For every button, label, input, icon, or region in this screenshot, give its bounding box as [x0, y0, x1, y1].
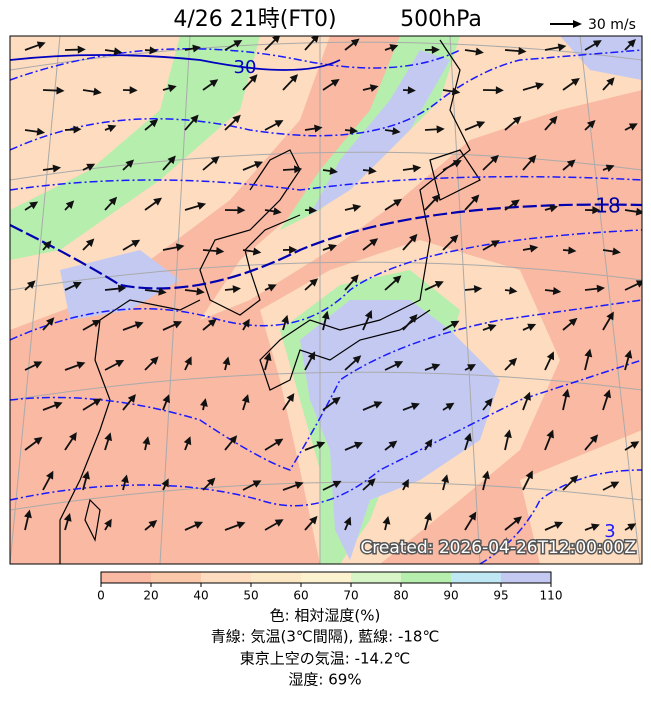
colorbar-label: 110 [540, 589, 563, 603]
colorbar-label: 70 [343, 589, 358, 603]
wind-arrow [643, 85, 648, 90]
colorbar-label: 60 [293, 589, 308, 603]
created-stamp: Created: 2026-04-26T12:00:00Z [360, 538, 636, 558]
wind-arrow [643, 314, 648, 330]
level: 500hPa [400, 7, 482, 32]
wind-arrow [643, 398, 651, 410]
colorbar-label: 40 [193, 589, 208, 603]
colorbar-label: 50 [243, 589, 258, 603]
colorbar-segment [101, 572, 151, 583]
scale-arrow-head [573, 20, 582, 28]
colorbar-label: 20 [143, 589, 158, 603]
colorbar-segment [351, 572, 401, 583]
wind-arrow-head [647, 484, 651, 492]
caption-line: 東京上空の気温: -14.2℃ [240, 650, 410, 668]
wind-arrow [643, 169, 651, 170]
wind-arrow-head [643, 309, 651, 318]
colorbar-label: 90 [443, 589, 458, 603]
caption-line: 湿度: 69% [288, 671, 361, 689]
colorbar-label: 95 [493, 589, 508, 603]
title: 4/26 21時(FT0) [173, 7, 336, 32]
wind-scale: 30 m/s [588, 17, 636, 33]
colorbar: 0 20 40 50 60 70 80 90 95 110 [97, 572, 562, 603]
caption-line: 青線: 気温(3℃間隔), 藍線: -18℃ [211, 628, 440, 646]
colorbar-segment [251, 572, 301, 583]
contour-label: 18 [595, 194, 620, 218]
wind-arrow [643, 487, 651, 490]
colorbar-segment [451, 572, 501, 583]
colorbar-label: 0 [97, 589, 105, 603]
wind-arrow-head [643, 81, 651, 90]
colorbar-segment [301, 572, 351, 583]
colorbar-segment [401, 572, 451, 583]
colorbar-segment [201, 572, 251, 583]
wind-arrow-head [646, 394, 651, 403]
map: 30 18 3 Created: 2026-04-26T12:00:00Z [10, 34, 651, 564]
colorbar-label: 80 [393, 589, 408, 603]
contour-label: 30 [234, 57, 257, 78]
caption-line: 色: 相対湿度(%) [270, 607, 381, 625]
colorbar-segment [501, 572, 551, 583]
colorbar-segment [151, 572, 201, 583]
